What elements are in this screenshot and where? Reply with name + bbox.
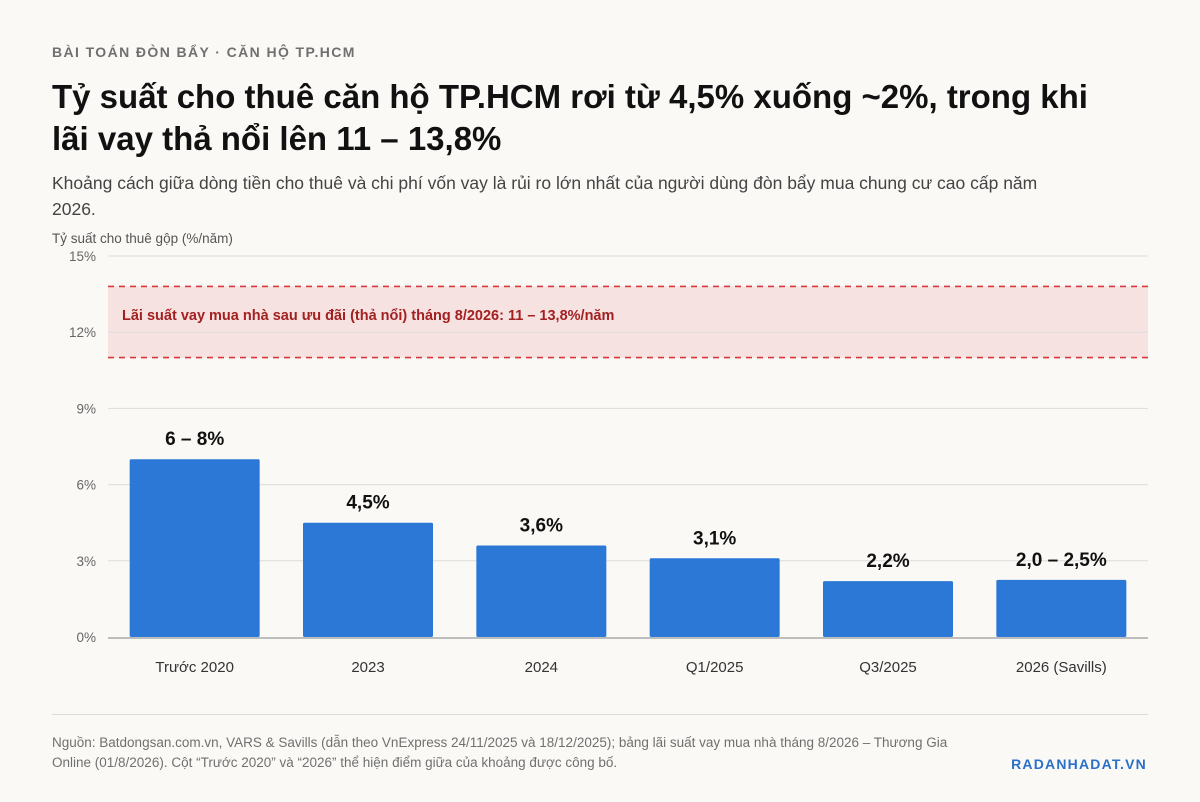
y-tick-label: 9% xyxy=(76,401,96,416)
source-note: Nguồn: Batdongsan.com.vn, VARS & Savills… xyxy=(52,735,948,770)
bar-chart: 0% 3% 6% 9% 12% 15% Lãi suất vay mua nhà sau ư… xyxy=(69,249,1148,676)
bar xyxy=(303,522,433,637)
x-tick-label: Trước 2020 xyxy=(155,659,234,676)
bar-value-label: 2,2% xyxy=(866,551,909,572)
x-tick-label: Q1/2025 xyxy=(686,659,744,676)
bar-value-label: 3,1% xyxy=(693,528,736,549)
interest-rate-band xyxy=(108,286,1148,358)
brand-link[interactable]: RADANHADAT.VN xyxy=(1011,756,1147,772)
y-axis-title: Tỷ suất cho thuê gộp (%/năm) xyxy=(52,231,233,246)
page-subtitle: Khoảng cách giữa dòng tiền cho thuê và c… xyxy=(52,173,1038,219)
bar-value-label: 3,6% xyxy=(520,516,563,537)
bar xyxy=(649,558,780,637)
y-tick-label: 15% xyxy=(69,249,96,264)
bar-value-label: 6 – 8% xyxy=(165,429,224,450)
bar-value-label: 2,0 – 2,5% xyxy=(1016,550,1107,571)
y-tick-label: 3% xyxy=(76,554,96,569)
bar-value-label: 4,5% xyxy=(346,493,389,514)
footer-divider xyxy=(52,714,1148,715)
y-tick-label: 12% xyxy=(69,325,96,340)
x-tick-label: 2024 xyxy=(525,659,558,676)
bar xyxy=(996,579,1127,637)
y-tick-label: 6% xyxy=(76,478,96,493)
bar xyxy=(476,545,607,637)
page-title: Tỷ suất cho thuê căn hộ TP.HCM rơi từ 4,… xyxy=(52,78,1088,157)
bar xyxy=(129,459,260,637)
x-tick-label: Q3/2025 xyxy=(859,659,917,676)
kicker: BÀI TOÁN ĐÒN BẨY · CĂN HỘ TP.HCM xyxy=(52,44,356,60)
x-tick-label: 2023 xyxy=(351,659,384,676)
y-tick-label: 0% xyxy=(76,630,96,645)
x-tick-label: 2026 (Savills) xyxy=(1016,659,1107,676)
band-label: Lãi suất vay mua nhà sau ưu đãi (thả nổi… xyxy=(122,308,614,324)
bar xyxy=(823,581,953,637)
